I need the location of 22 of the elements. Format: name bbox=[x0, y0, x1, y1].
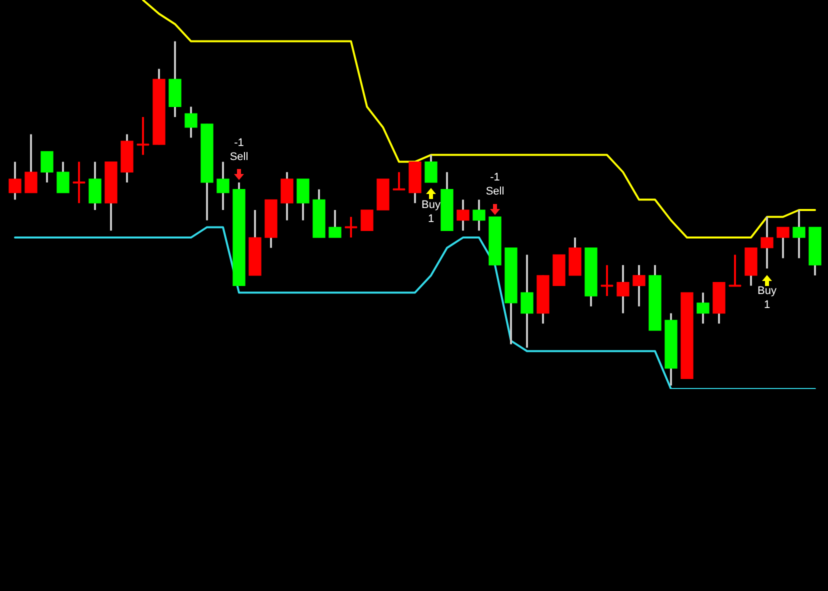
candlestick bbox=[184, 106, 198, 139]
candlestick bbox=[56, 160, 70, 194]
candlestick bbox=[472, 198, 486, 232]
text: Buy 1 bbox=[758, 285, 776, 312]
candlestick bbox=[216, 160, 230, 211]
candlestick bbox=[24, 133, 38, 194]
text: Buy 1 bbox=[422, 198, 440, 225]
candlestick bbox=[360, 210, 374, 231]
candlestick bbox=[8, 160, 22, 201]
candlestick bbox=[40, 150, 54, 184]
candlestick bbox=[328, 208, 342, 239]
candlestick bbox=[696, 292, 710, 325]
candlestick bbox=[520, 254, 534, 349]
text: -1 Sell bbox=[486, 171, 504, 198]
candlestick bbox=[616, 264, 630, 314]
candlestick bbox=[632, 264, 646, 308]
candlestick bbox=[424, 154, 438, 184]
candlestick bbox=[760, 216, 774, 270]
candlestick bbox=[456, 198, 470, 232]
text: -1 Sell bbox=[230, 136, 248, 163]
candlestick bbox=[776, 226, 790, 260]
candlestick bbox=[792, 208, 806, 260]
